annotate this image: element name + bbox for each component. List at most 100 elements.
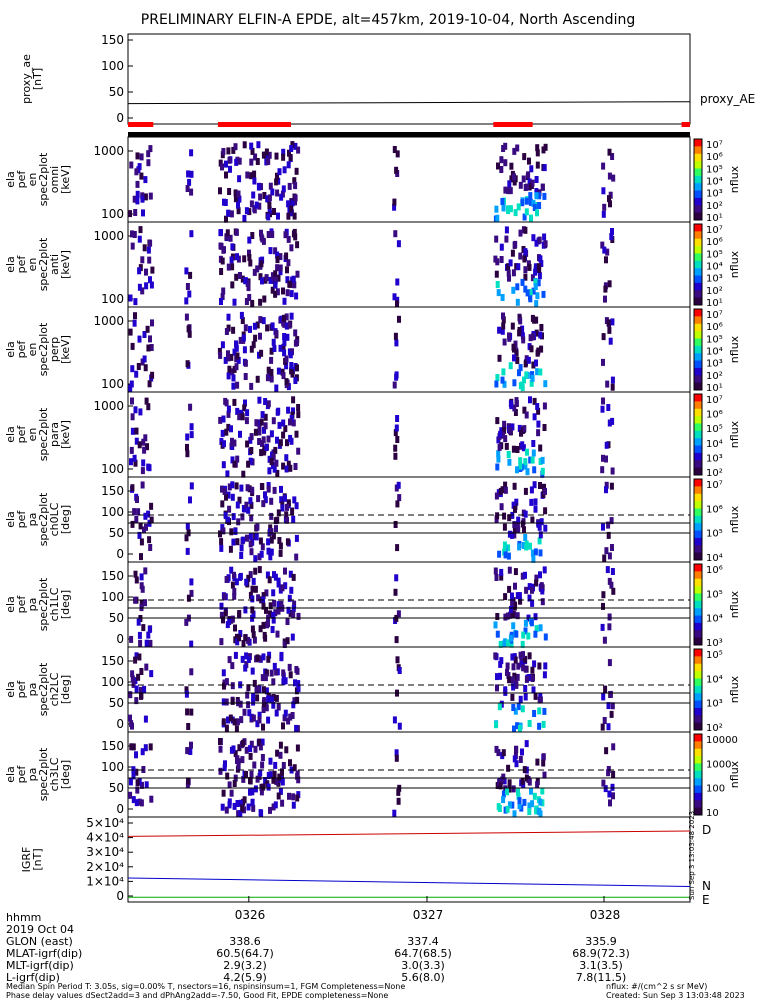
- heatmap-cell-ch1LC-2-106: [261, 602, 266, 610]
- heatmap-cell-ch0LC-0-3: [147, 536, 152, 544]
- heatmap-cell-para-4-46: [532, 413, 537, 421]
- heatmap-cell-para-2-5: [232, 398, 237, 406]
- heatmap-cell-anti-0-3: [132, 231, 137, 238]
- heatmap-cell-anti-4-36: [494, 235, 499, 243]
- heatmap-cell-ch0LC-2-9: [237, 496, 242, 504]
- heatmap-cell-ch2LC-3-3: [397, 722, 402, 730]
- colorbar-tick-omni-6: 10¹: [706, 213, 723, 224]
- colorbar-segment-para-7: [694, 445, 702, 454]
- heatmap-cell-omni-2-68: [234, 158, 239, 166]
- heatmap-cell-omni-5-5: [607, 195, 611, 203]
- colorbar-tick-perp-4: 10³: [706, 359, 723, 370]
- heatmap-cell-perp-4-61: [507, 332, 511, 340]
- time-tick-0327: 0327: [413, 908, 444, 922]
- heatmap-cell-ch1LC-5-2: [607, 613, 612, 621]
- heatmap-cell-anti-4-35: [528, 289, 533, 296]
- heatmap-cell-omni-2-21: [293, 198, 297, 206]
- heatmap-cell-ch1LC-0-10: [138, 639, 143, 647]
- heatmap-cell-omni-2-1: [224, 215, 228, 223]
- heatmap-cell-para-2-81: [281, 419, 286, 427]
- heatmap-cell-anti-2-69: [246, 284, 251, 292]
- heatmap-cell-omni-4-42: [534, 192, 539, 200]
- heatmap-cell-perp-2-91: [284, 313, 289, 321]
- heatmap-cell-ch0LC-0-4: [130, 484, 135, 492]
- heatmap-cell-para-4-12: [525, 468, 530, 476]
- heatmap-cell-omni-3-5: [392, 198, 397, 206]
- heatmap-cell-perp-4-13: [495, 374, 500, 381]
- heatmap-cell-ch0LC-2-109: [225, 516, 230, 524]
- ylabel-omni-3: spec2plot: [37, 152, 50, 206]
- heatmap-cell-perp-2-95: [281, 319, 286, 327]
- heatmap-cell-ch2LC-2-26: [266, 716, 271, 724]
- heatmap-cell-ch2LC-2-96: [291, 701, 296, 709]
- heatmap-cell-ch0LC-2-82: [246, 506, 251, 514]
- heatmap-cell-para-2-36: [259, 449, 264, 457]
- colorbar-tick-ch3LC-3: 10: [706, 808, 719, 819]
- heatmap-cell-para-2-59: [235, 455, 240, 463]
- heatmap-cell-ch2LC-2-59: [239, 716, 244, 724]
- heatmap-cell-ch1LC-4-64: [534, 579, 539, 587]
- heatmap-cell-ch0LC-4-24: [503, 481, 508, 489]
- heatmap-cell-ch0LC-4-5: [521, 542, 526, 549]
- colorbar-frame-omni: [693, 138, 703, 221]
- heatmap-cell-ch1LC-4-48: [534, 574, 539, 582]
- ylabel-omni-1: pef: [15, 170, 28, 189]
- heatmap-cell-ch3LC-2-55: [279, 772, 284, 780]
- heatmap-cell-anti-2-97: [259, 229, 263, 237]
- heatmap-cell-ch3LC-0-9: [137, 778, 142, 786]
- heatmap-cell-anti-4-48: [538, 255, 543, 263]
- heatmap-cell-ch2LC-4-42: [510, 653, 515, 661]
- heatmap-cell-anti-4-44: [525, 289, 530, 297]
- ytick-label-ch0LC-3: 0: [116, 547, 124, 561]
- heatmap-cell-ch3LC-2-72: [275, 749, 280, 757]
- heatmap-cell-ch1LC-0-1: [133, 570, 138, 578]
- heatmap-cell-ch0LC-4-53: [543, 487, 547, 495]
- heatmap-cell-ch2LC-0-20: [142, 685, 147, 693]
- heatmap-cell-omni-2-9: [236, 207, 241, 215]
- heatmap-cell-ch0LC-2-38: [245, 534, 249, 542]
- heatmap-cell-omni-2-99: [286, 212, 291, 220]
- heatmap-cell-perp-2-83: [223, 356, 228, 364]
- heatmap-cell-para-4-8: [531, 440, 536, 447]
- heatmap-cell-ch1LC-2-81: [232, 587, 237, 595]
- colorbar-segment-ch0LC-3: [694, 501, 702, 509]
- heatmap-cell-para-4-36: [520, 441, 525, 449]
- heatmap-cell-omni-4-59: [524, 208, 529, 216]
- heatmap-cell-omni-1-1: [187, 178, 192, 186]
- colorbar-segment-ch3LC-4: [694, 763, 702, 772]
- heatmap-cell-ch0LC-4-39: [502, 541, 507, 549]
- heatmap-cell-para-2-14: [286, 406, 291, 414]
- heatmap-cell-perp-4-36: [501, 368, 506, 376]
- heatmap-cell-ch0LC-4-9: [528, 542, 532, 550]
- heatmap-cell-perp-2-52: [248, 325, 252, 333]
- heatmap-cell-ch0LC-3-5: [395, 500, 400, 508]
- heatmap-cell-ch0LC-2-51: [227, 505, 232, 513]
- heatmap-cell-perp-2-71: [271, 338, 276, 346]
- panel-ch1LC: elapefpaspec2plotch1LC[deg]15010050010⁶1…: [4, 561, 741, 649]
- heatmap-cell-anti-2-5: [252, 268, 257, 276]
- heatmap-cell-anti-2-99: [219, 298, 223, 305]
- heatmap-cell-ch2LC-2-30: [226, 716, 230, 724]
- colorbar-segment-anti-6: [694, 268, 702, 277]
- colorbar-tick-anti-6: 10¹: [706, 298, 723, 309]
- heatmap-cell-anti-2-44: [255, 265, 260, 273]
- heatmap-cell-ch2LC-0-21: [137, 653, 142, 661]
- igrf-e-label: E: [702, 893, 710, 907]
- heatmap-cell-para-2-108: [269, 458, 274, 466]
- colorbar-label-perp: nflux: [728, 335, 741, 363]
- heatmap-cell-ch1LC-2-13: [241, 640, 246, 647]
- heatmap-cell-perp-3-5: [393, 332, 398, 340]
- heatmap-cell-ch0LC-5-7: [604, 547, 609, 555]
- heatmap-cell-perp-2-16: [240, 317, 245, 324]
- heatmap-cell-para-2-49: [257, 396, 262, 404]
- heatmap-cell-omni-2-37: [236, 190, 241, 198]
- heatmap-cell-ch0LC-2-78: [240, 513, 245, 521]
- heatmap-cell-ch2LC-4-34: [542, 707, 547, 715]
- heatmap-cell-perp-2-96: [285, 333, 290, 341]
- side-stamp: Sun Sep 3 13:03:48 2023: [688, 811, 696, 900]
- heatmap-cell-omni-2-82: [281, 185, 286, 193]
- colorbar-tick-anti-2: 10⁵: [706, 249, 723, 260]
- heatmap-cell-ch3LC-2-45: [273, 801, 278, 809]
- heatmap-cell-anti-2-53: [234, 273, 239, 281]
- footer-mlat-3: 68.9(72.3): [572, 947, 630, 960]
